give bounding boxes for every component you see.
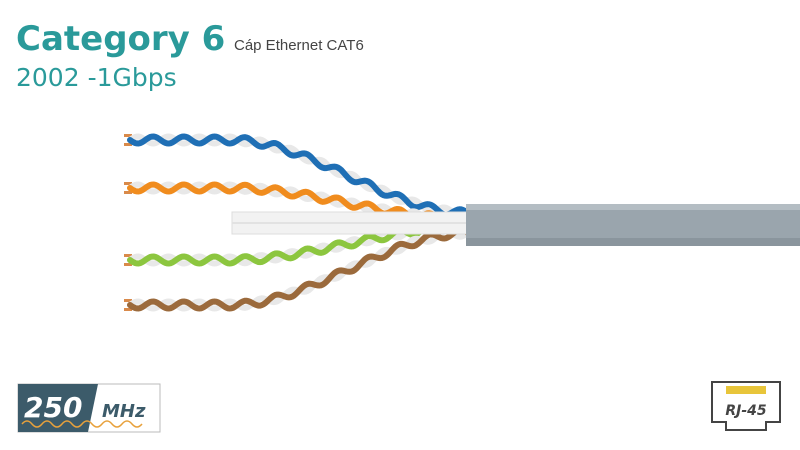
badge-dark xyxy=(18,384,98,432)
frequency-number: 250 xyxy=(24,391,82,424)
copper-end xyxy=(124,134,132,137)
cable-shadow xyxy=(466,238,800,246)
cable-highlight xyxy=(466,204,800,210)
wire-strand xyxy=(127,220,471,267)
subtitle: Cáp Ethernet CAT6 xyxy=(234,37,364,54)
wire-strand xyxy=(127,133,471,218)
copper-end xyxy=(124,254,132,257)
connector-icon: RJ-45 xyxy=(711,381,781,431)
copper-end xyxy=(124,191,132,194)
copper-end xyxy=(124,299,132,302)
copper-end xyxy=(124,263,132,266)
info: 2002 -1Gbps xyxy=(16,63,177,92)
copper-end xyxy=(124,143,132,146)
frequency-unit: MHz xyxy=(102,401,146,422)
connector-label: RJ-45 xyxy=(725,403,767,419)
title: Category 6 xyxy=(16,19,225,59)
frequency-badge: 250 MHz xyxy=(17,383,161,433)
wire-strand xyxy=(127,226,471,312)
copper-end xyxy=(124,308,132,311)
wave xyxy=(21,420,143,428)
connector-pins xyxy=(726,386,766,394)
copper-end xyxy=(124,182,132,185)
